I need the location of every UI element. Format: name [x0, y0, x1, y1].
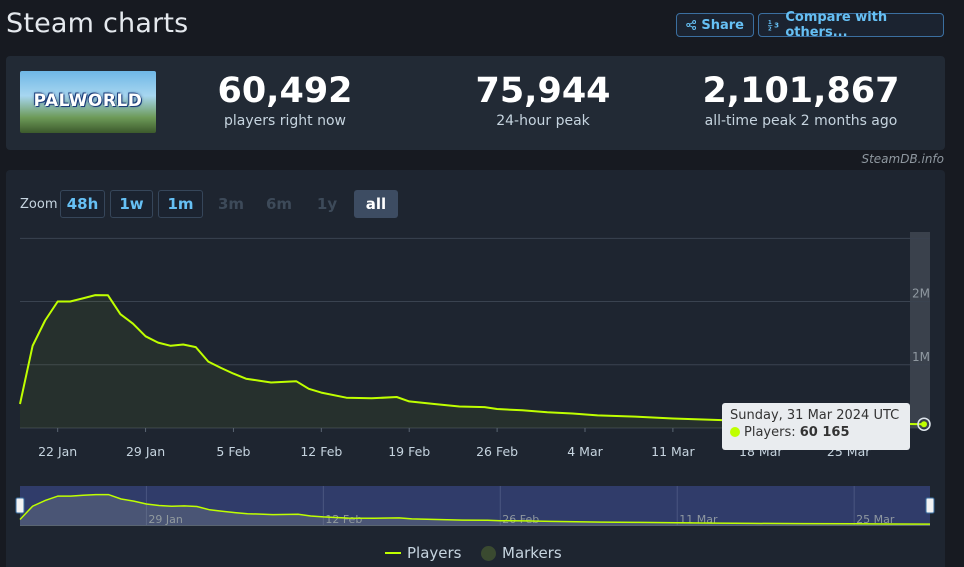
- players-series-line: [19, 294, 925, 426]
- navigator-left-handle[interactable]: [15, 497, 25, 514]
- players-now-label: players right now: [224, 113, 346, 129]
- zoom-label: Zoom: [20, 197, 58, 212]
- navigator-tick-label: 25 Mar: [856, 513, 895, 526]
- navigator-tick-label: 29 Jan: [148, 513, 182, 526]
- navigator-right-handle[interactable]: [925, 497, 935, 514]
- y-tick-label: 1M: [912, 350, 930, 364]
- chart-right-band: [910, 232, 930, 428]
- players-area: [20, 295, 924, 428]
- stat-players-now: 60,492 players right now: [192, 69, 378, 129]
- x-tick-label: 19 Feb: [388, 444, 430, 459]
- zoom-6m-button: 6m: [265, 195, 293, 213]
- stat-24h-peak: 75,944 24-hour peak: [450, 69, 636, 129]
- tooltip-value: 60 165: [799, 425, 850, 440]
- legend-players-label: Players: [407, 544, 462, 562]
- chart-tooltip: Sunday, 31 Mar 2024 UTC Players: 60 165: [722, 403, 910, 450]
- zoom-1y-button: 1y: [316, 195, 338, 213]
- legend-markers-label: Markers: [502, 544, 562, 562]
- share-icon: [686, 20, 697, 30]
- legend-markers[interactable]: Markers: [481, 544, 562, 562]
- game-logo[interactable]: PALWORLD: [20, 71, 156, 133]
- compare-icon: 1 2 3: [768, 20, 779, 32]
- zoom-all-button[interactable]: all: [354, 190, 398, 218]
- page-title: Steam charts: [6, 8, 189, 39]
- compare-button[interactable]: 1 2 3 Compare with others...: [758, 10, 944, 40]
- svg-text:2: 2: [768, 26, 772, 32]
- players-now-value: 60,492: [217, 71, 353, 111]
- navigator-tick-label: 12 Feb: [325, 513, 362, 526]
- x-tick-label: 5 Feb: [216, 444, 250, 459]
- x-tick-label: 12 Feb: [300, 444, 342, 459]
- legend-players[interactable]: Players: [385, 544, 462, 562]
- all-time-peak-label[interactable]: all-time peak 2 months ago: [704, 113, 898, 129]
- tooltip-series-label: Players:: [744, 425, 796, 440]
- hover-point-ring: [917, 417, 931, 431]
- peak-24h-label: 24-hour peak: [496, 113, 590, 129]
- x-tick-label: 11 Mar: [651, 444, 695, 459]
- svg-text:3: 3: [774, 21, 779, 30]
- stats-panel: PALWORLD 60,492 players right now 75,944…: [6, 56, 945, 150]
- compare-label: Compare with others...: [785, 10, 888, 40]
- x-tick-label: 22 Jan: [38, 444, 77, 459]
- zoom-3m-button: 3m: [217, 195, 245, 213]
- legend-players-swatch: [385, 552, 401, 554]
- navigator-series-line: [19, 493, 931, 525]
- legend-markers-swatch: [481, 545, 496, 561]
- x-tick-label: 4 Mar: [567, 444, 603, 459]
- zoom-1w-button[interactable]: 1w: [110, 190, 153, 218]
- share-label: Share: [701, 17, 744, 33]
- tooltip-series-dot: [730, 427, 740, 437]
- navigator-area: [20, 494, 930, 525]
- y-tick-label: 2M: [912, 287, 930, 301]
- zoom-1m-button[interactable]: 1m: [158, 190, 203, 218]
- stat-all-time-peak: 2,101,867 all-time peak 2 months ago: [696, 69, 906, 129]
- peak-24h-value: 75,944: [475, 71, 611, 111]
- steamdb-credit[interactable]: SteamDB.info: [861, 152, 944, 166]
- x-tick-label: 26 Feb: [476, 444, 518, 459]
- share-button[interactable]: Share: [676, 13, 754, 37]
- x-tick-label: 29 Jan: [126, 444, 165, 459]
- all-time-peak-value: 2,101,867: [702, 71, 900, 111]
- navigator-tick-label: 26 Feb: [502, 513, 539, 526]
- zoom-48h-button[interactable]: 48h: [60, 190, 105, 218]
- tooltip-date: Sunday, 31 Mar 2024 UTC: [730, 408, 900, 423]
- game-logo-text: PALWORLD: [33, 91, 143, 111]
- svg-text:1: 1: [768, 20, 772, 26]
- hover-point: [921, 421, 927, 428]
